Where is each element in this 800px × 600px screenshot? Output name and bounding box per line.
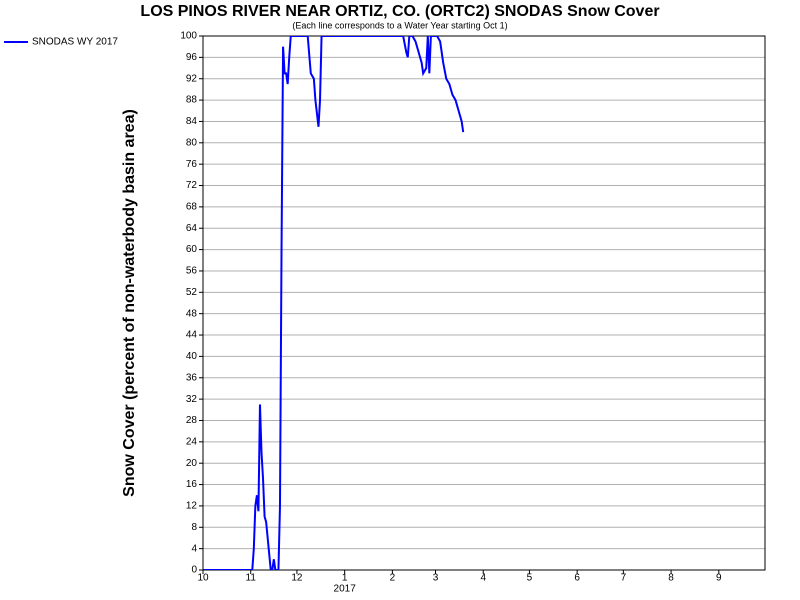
y-tick-label: 40 [186, 351, 198, 362]
y-tick-label: 96 [186, 52, 198, 63]
x-tick-label: 4 [480, 573, 486, 584]
y-tick-label: 64 [186, 223, 198, 234]
data-line [203, 36, 465, 570]
y-tick-label: 72 [186, 180, 198, 191]
y-tick-label: 92 [186, 73, 198, 84]
x-tick-label: 6 [574, 573, 580, 584]
y-tick-label: 80 [186, 137, 198, 148]
y-tick-label: 76 [186, 159, 198, 170]
x-tick-label: 3 [433, 573, 439, 584]
year-label: 2017 [334, 584, 357, 595]
chart-subtitle: (Each line corresponds to a Water Year s… [292, 20, 507, 30]
y-tick-label: 12 [186, 501, 198, 512]
y-axis-label: Snow Cover (percent of non-waterbody bas… [121, 109, 138, 497]
x-tick-label: 2 [390, 573, 396, 584]
y-tick-label: 4 [191, 543, 197, 554]
x-tick-label: 9 [716, 573, 722, 584]
y-tick-label: 84 [186, 116, 198, 127]
y-tick-label: 8 [191, 522, 197, 533]
x-tick-label: 8 [668, 573, 674, 584]
y-tick-label: 52 [186, 287, 198, 298]
plot-frame [202, 35, 766, 571]
x-tick-label: 11 [246, 573, 257, 584]
y-tick-label: 88 [186, 95, 198, 106]
x-tick-label: 5 [527, 573, 533, 584]
y-tick-label: 100 [180, 31, 197, 42]
y-tick-label: 16 [186, 479, 198, 490]
x-tick-label: 1 [342, 573, 348, 584]
y-tick-label: 28 [186, 415, 198, 426]
y-tick-label: 48 [186, 308, 198, 319]
x-tick-label: 7 [621, 573, 627, 584]
y-tick-label: 24 [186, 436, 198, 447]
y-tick-label: 68 [186, 202, 198, 213]
y-tick-label: 36 [186, 372, 198, 383]
y-tick-label: 44 [186, 330, 198, 341]
y-tick-label: 32 [186, 394, 198, 405]
chart-title: LOS PINOS RIVER NEAR ORTIZ, CO. (ORTC2) … [140, 3, 659, 20]
x-tick-label: 10 [197, 573, 209, 584]
y-tick-label: 60 [186, 244, 198, 255]
y-tick-label: 0 [191, 565, 197, 576]
legend-label: SNODAS WY 2017 [32, 37, 118, 48]
y-tick-label: 20 [186, 458, 198, 469]
x-tick-label: 12 [291, 573, 303, 584]
y-tick-label: 56 [186, 266, 198, 277]
